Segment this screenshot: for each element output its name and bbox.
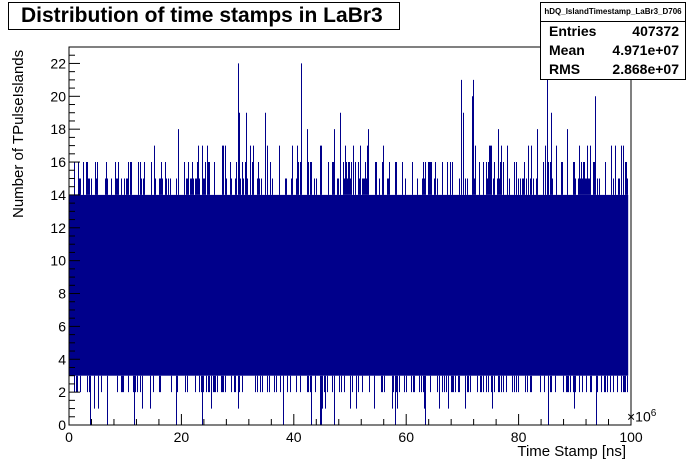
y-axis-title: Number of TPulseIslands bbox=[10, 50, 27, 218]
y-tick-label: 8 bbox=[58, 286, 66, 302]
rms-value: 2.868e+07 bbox=[612, 61, 679, 77]
stats-box: hDQ_IslandTimestamp_LaBr3_D706 Entries 4… bbox=[540, 2, 686, 80]
y-tick-label: 14 bbox=[50, 187, 66, 203]
y-axis-title-text: Number of TPulseIslands bbox=[10, 49, 27, 218]
x-tick-label: 40 bbox=[286, 429, 302, 445]
stats-row-mean: Mean 4.971e+07 bbox=[541, 41, 685, 60]
x-tick-label: 0 bbox=[65, 429, 73, 445]
y-tick-label: 10 bbox=[50, 253, 66, 269]
histogram-name: hDQ_IslandTimestamp_LaBr3_D706 bbox=[541, 3, 685, 22]
y-tick-label: 6 bbox=[58, 318, 66, 334]
x-tick-label: 100 bbox=[619, 429, 643, 445]
x-exponent-power: 6 bbox=[650, 408, 657, 419]
mean-label: Mean bbox=[549, 42, 585, 58]
rms-label: RMS bbox=[549, 61, 581, 77]
histogram-bulk bbox=[69, 194, 629, 376]
entries-label: Entries bbox=[549, 23, 597, 39]
chart-title: Distribution of time stamps in LaBr3 bbox=[8, 2, 400, 30]
y-tick-label: 20 bbox=[50, 88, 66, 104]
mean-value: 4.971e+07 bbox=[612, 42, 679, 58]
axes: 0 20 40 60 80 100 0 2 4 6 8 10 12 14 16 18 20 22 bbox=[50, 46, 643, 445]
y-tick-label: 0 bbox=[58, 417, 66, 433]
x-exponent-base: ×10 bbox=[627, 408, 651, 425]
x-tick-label: 20 bbox=[174, 429, 190, 445]
stats-row-rms: RMS 2.868e+07 bbox=[541, 60, 685, 79]
y-tick-label: 2 bbox=[58, 384, 66, 400]
y-tick-label: 18 bbox=[50, 121, 66, 137]
histogram-lower-fluctuations bbox=[74, 375, 628, 425]
y-tick-label: 12 bbox=[50, 220, 66, 236]
x-tick-label: 60 bbox=[398, 429, 414, 445]
x-tick-label: 80 bbox=[511, 429, 527, 445]
histogram-upper-fluctuations bbox=[74, 63, 628, 195]
y-tick-label: 4 bbox=[58, 351, 66, 367]
histogram-bars bbox=[69, 63, 629, 425]
x-axis-title: Time Stamp [ns] bbox=[517, 443, 626, 460]
y-tick-label: 16 bbox=[50, 154, 66, 170]
y-tick-label: 22 bbox=[50, 55, 66, 71]
x-axis-exponent: ×106 bbox=[627, 408, 656, 425]
stats-row-entries: Entries 407372 bbox=[541, 22, 685, 41]
entries-value: 407372 bbox=[632, 23, 679, 39]
